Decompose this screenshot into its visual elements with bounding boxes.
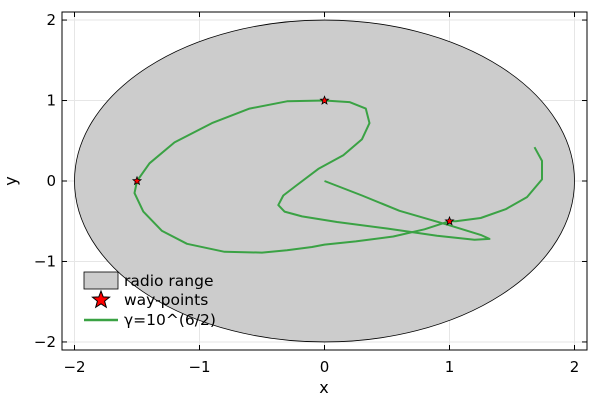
y-axis-label: y xyxy=(1,176,20,185)
legend-marker-way-points xyxy=(91,289,111,309)
legend-label-radio-range: radio range xyxy=(124,272,214,290)
legend-swatch-radio-range xyxy=(83,271,119,290)
legend-label-way-points: way-points xyxy=(124,291,208,309)
waypoint-layer xyxy=(131,95,455,226)
trajectory-layer xyxy=(133,99,543,254)
y-tick-label: 0 xyxy=(46,172,56,190)
x-tick-label: 1 xyxy=(445,358,455,376)
x-tick-label: 2 xyxy=(570,358,580,376)
trajectory-line xyxy=(133,99,543,254)
y-tick-label: 2 xyxy=(46,11,56,29)
x-tick-label: −2 xyxy=(63,358,85,376)
waypoint-marker xyxy=(444,215,455,226)
y-tick-label: 1 xyxy=(46,92,56,110)
y-tick-label: −2 xyxy=(34,333,56,351)
tick-layer: −2 −1 0 1 2 −2 −1 0 1 2 xyxy=(34,11,587,376)
waypoint-marker xyxy=(319,95,330,105)
y-tick-label: −1 xyxy=(34,252,56,270)
x-tick-label: 0 xyxy=(320,358,330,376)
x-axis-label: x xyxy=(319,378,328,397)
waypoint-marker xyxy=(131,175,143,186)
x-tick-label: −1 xyxy=(188,358,210,376)
legend-label-gamma: γ=10^(6/2) xyxy=(124,311,216,329)
